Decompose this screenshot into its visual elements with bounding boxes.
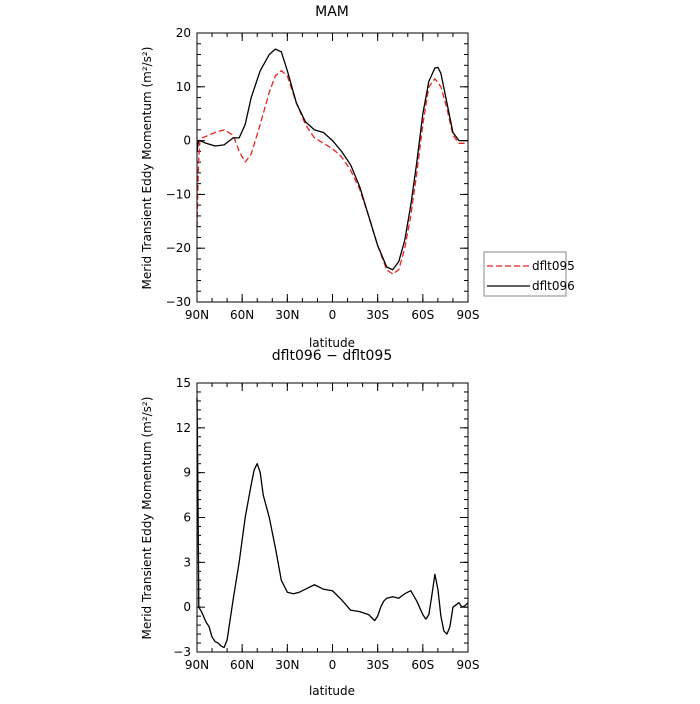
panel1-y-tick-labels: −30 −20 −10 0 10 20 <box>166 26 191 309</box>
x-tick-label: 90S <box>457 658 480 672</box>
series-line-panel2-difference <box>196 397 469 649</box>
x-tick-label: 90N <box>185 308 209 322</box>
y-tick-label: 15 <box>176 376 191 390</box>
legend-box <box>483 251 567 297</box>
y-tick-label: 9 <box>183 466 191 480</box>
y-tick-label: 20 <box>176 26 191 40</box>
panel1-x-axis-label: latitude <box>309 336 355 350</box>
y-tick-label: 3 <box>183 555 191 569</box>
panel1-title: MAM <box>315 4 349 20</box>
panel2-series-lines <box>196 397 469 649</box>
y-tick-label: −3 <box>173 645 191 659</box>
panel1-tick-marks <box>196 32 469 303</box>
panel1-x-tick-labels: 90N 60N 30N 0 30S 60S 90S <box>185 308 480 322</box>
legend-label-dflt096: dflt096 <box>532 279 575 293</box>
legend-label-dflt095: dflt095 <box>532 259 575 273</box>
legend: dflt095 dflt096 <box>483 251 575 297</box>
x-tick-label: 90N <box>185 658 209 672</box>
x-tick-label: 0 <box>329 308 337 322</box>
x-tick-label: 30S <box>366 308 389 322</box>
x-tick-label: 0 <box>329 658 337 672</box>
panel2-x-axis-label: latitude <box>309 684 355 698</box>
y-tick-label: −20 <box>166 241 191 255</box>
panel2-frame <box>196 382 469 653</box>
panel2-plot: −3 0 3 6 9 12 15 90N 60N 30N 0 30S 60S 90S <box>173 376 479 672</box>
panel2-y-axis-label: Merid Transient Eddy Momentum (m²/s²) <box>140 397 154 640</box>
x-tick-label: 60N <box>230 308 254 322</box>
y-tick-label: 10 <box>176 80 191 94</box>
y-tick-label: 12 <box>176 421 191 435</box>
x-tick-label: 60S <box>411 308 434 322</box>
panel2-x-tick-labels: 90N 60N 30N 0 30S 60S 90S <box>185 658 480 672</box>
y-tick-label: −10 <box>166 187 191 201</box>
x-tick-label: 90S <box>457 308 480 322</box>
panel1-y-axis-label: Merid Transient Eddy Momentum (m²/s²) <box>140 47 154 290</box>
panel1-series-lines <box>196 48 468 275</box>
y-tick-label: 0 <box>183 600 191 614</box>
x-tick-label: 30S <box>366 658 389 672</box>
panel1-frame <box>196 32 469 303</box>
x-tick-label: 60S <box>411 658 434 672</box>
panel2-tick-marks <box>196 382 469 653</box>
series-line-dflt095 <box>196 70 468 275</box>
y-tick-label: 6 <box>183 511 191 525</box>
series-line-dflt096 <box>196 48 468 271</box>
y-tick-label: 0 <box>183 134 191 148</box>
panel2-y-tick-labels: −3 0 3 6 9 12 15 <box>173 376 191 659</box>
x-tick-label: 30N <box>275 308 299 322</box>
panel1-plot: −30 −20 −10 0 10 20 90N 60N 30N 0 30S 60S 90S <box>166 26 480 322</box>
x-tick-label: 30N <box>275 658 299 672</box>
panel2-title: dflt096 − dflt095 <box>272 348 392 364</box>
y-tick-label: −30 <box>166 295 191 309</box>
x-tick-label: 60N <box>230 658 254 672</box>
